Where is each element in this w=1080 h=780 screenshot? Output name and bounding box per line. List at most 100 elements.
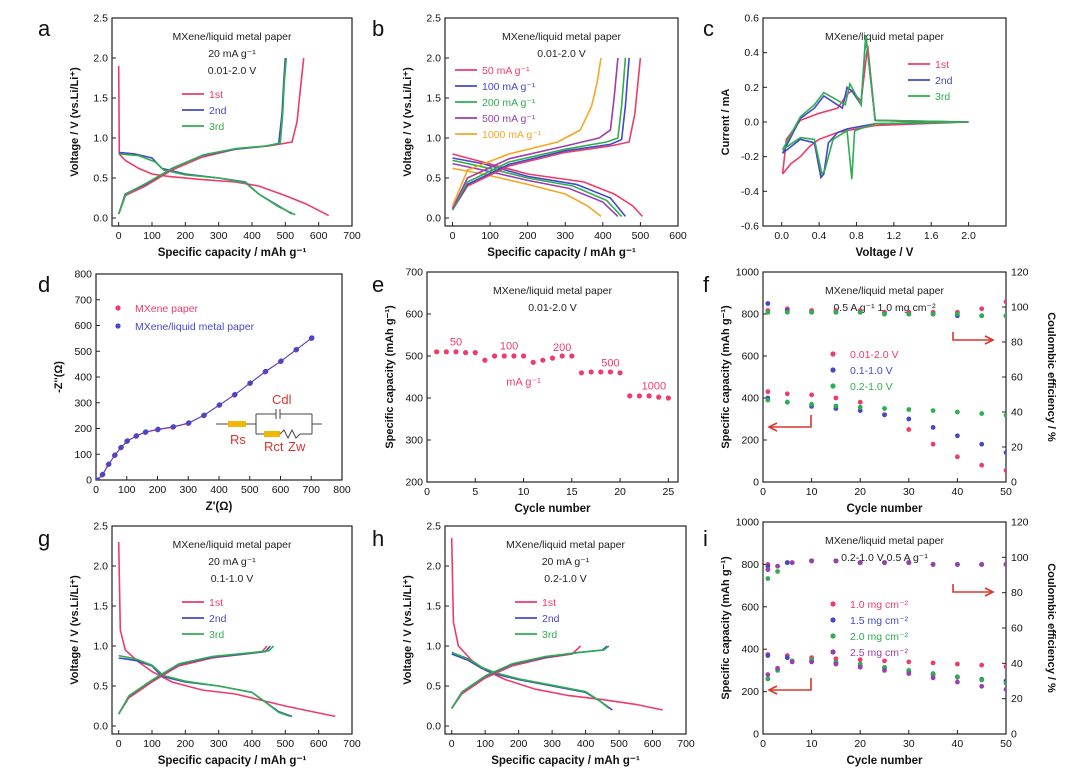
data-point bbox=[656, 394, 662, 400]
x-axis-label: Voltage / V bbox=[856, 247, 914, 259]
x-tick-label: 0 bbox=[449, 738, 455, 750]
data-point bbox=[607, 369, 614, 375]
panel-a: a 0 100 200 300 400 500 600 700 0.0 0.5 1.0 1.5 2.0 2.… bbox=[38, 13, 361, 260]
plot-area bbox=[450, 537, 663, 711]
x-tick-label: 0 bbox=[116, 738, 122, 750]
legend-label: 500 mA g⁻¹ bbox=[482, 113, 536, 125]
y-tick-label: 2.0 bbox=[93, 53, 108, 65]
y-tick-label: 1.0 bbox=[93, 133, 108, 145]
rate-label: mA g⁻¹ bbox=[506, 376, 541, 388]
y-axis-label: Voltage / V (vs.Li/Li⁺) bbox=[69, 575, 81, 685]
legend-label: 0.1-1.0 V bbox=[850, 365, 893, 377]
legend-label: 3rd bbox=[209, 629, 224, 641]
y-axis-label: Voltage / V (vs.Li/Li⁺) bbox=[69, 67, 81, 177]
data-point bbox=[930, 660, 936, 666]
data-point bbox=[809, 401, 814, 407]
data-point bbox=[598, 369, 604, 375]
x-tick-label: 100 bbox=[143, 738, 161, 750]
y2-tick-label: 100 bbox=[1011, 552, 1029, 564]
data-point-ce bbox=[765, 301, 771, 306]
y-tick-label: 300 bbox=[405, 435, 423, 447]
y-tick-label: 0 bbox=[753, 477, 759, 489]
annotation-text: MXene/liquid metal paper bbox=[502, 31, 622, 43]
panel-h: h 0 100 200 300 400 500 600 700 0.0 0.5 1.0 1.5 2.0 2.… bbox=[372, 521, 695, 768]
x-axis-label: Specific capacity / mAh g⁻¹ bbox=[487, 247, 636, 259]
data-point bbox=[979, 683, 985, 689]
series-line bbox=[117, 57, 287, 215]
equivalent-circuit: Rs Cdl Rct Zw bbox=[216, 392, 322, 454]
y-tick-label: 200 bbox=[405, 477, 423, 489]
y-tick-label: 600 bbox=[741, 351, 759, 363]
y-tick-label: 200 bbox=[741, 686, 759, 698]
resistor-rct bbox=[264, 431, 280, 437]
series-line bbox=[452, 153, 643, 217]
data-point bbox=[906, 659, 912, 665]
data-point bbox=[979, 411, 985, 416]
y-tick-label: -0.4 bbox=[741, 186, 759, 198]
y2-axis-label: Coulombic efficiency / % bbox=[1045, 312, 1057, 442]
y-tick-label: 400 bbox=[405, 393, 423, 405]
legend-swatch bbox=[830, 633, 836, 639]
panel-letter-f: f bbox=[703, 272, 710, 297]
data-point bbox=[559, 353, 565, 359]
legend-label: 1st bbox=[209, 89, 223, 101]
data-point bbox=[784, 655, 790, 661]
data-point-ce bbox=[775, 563, 780, 569]
annotation-text: 0.2-1.0 V bbox=[544, 573, 587, 585]
data-point bbox=[955, 679, 960, 685]
y-tick-label: 2.0 bbox=[93, 561, 108, 573]
data-point-ce bbox=[765, 309, 771, 315]
y2-tick-label: 120 bbox=[1011, 267, 1029, 279]
circuit-label: Rct bbox=[264, 439, 284, 454]
x-tick-label: 400 bbox=[210, 484, 228, 496]
data-point bbox=[501, 353, 507, 359]
arrow-head bbox=[984, 587, 995, 597]
series-line bbox=[118, 654, 291, 718]
data-point-ce bbox=[809, 309, 814, 315]
y2-tick-label: 60 bbox=[1011, 623, 1023, 635]
y-tick-label: 400 bbox=[741, 393, 759, 405]
data-point-ce bbox=[882, 311, 887, 317]
data-point bbox=[906, 427, 912, 432]
legend-label: 1st bbox=[542, 597, 556, 609]
y-tick-label: 1.0 bbox=[93, 641, 108, 653]
y-tick-label: 0.0 bbox=[93, 213, 108, 225]
series-line bbox=[781, 35, 969, 180]
annotation-text: 0.2-1.0 V 0.5 A g⁻¹ bbox=[841, 552, 928, 564]
legend-swatch bbox=[830, 601, 836, 607]
data-point-ce bbox=[765, 563, 771, 569]
data-point bbox=[1003, 680, 1006, 686]
y2-tick-label: 20 bbox=[1011, 693, 1023, 705]
x-tick-label: 0.4 bbox=[812, 230, 827, 242]
series-line bbox=[117, 57, 288, 215]
series-line bbox=[451, 57, 630, 211]
data-point bbox=[617, 370, 623, 376]
x-tick-label: 20 bbox=[854, 486, 866, 498]
x-axis-label: Specific capacity / mAh g⁻¹ bbox=[491, 755, 640, 767]
x-tick-label: 700 bbox=[302, 484, 320, 496]
data-point bbox=[453, 349, 459, 355]
panel-e: e 0 5 10 15 20 25 200 300 400 500 600 700 Cycle numbe… bbox=[372, 267, 679, 515]
panel-letter-c: c bbox=[703, 16, 714, 41]
x-tick-label: 25 bbox=[663, 486, 675, 498]
data-point-ce bbox=[857, 560, 863, 566]
data-point bbox=[665, 395, 671, 401]
y-tick-label: 1000 bbox=[736, 517, 760, 529]
annotation-text: 0.01-2.0 V bbox=[208, 65, 256, 77]
x-tick-label: 400 bbox=[594, 230, 612, 242]
annotation-text: MXene/liquid metal paper bbox=[825, 285, 945, 297]
data-point-ce bbox=[1003, 313, 1006, 319]
arrow-head bbox=[767, 685, 778, 695]
data-point bbox=[1003, 687, 1006, 692]
x-tick-label: 30 bbox=[903, 486, 915, 498]
data-point bbox=[765, 389, 771, 395]
panel-letter-e: e bbox=[372, 272, 384, 297]
legend-label: 0.2-1.0 V bbox=[850, 381, 893, 393]
legend-swatch bbox=[830, 649, 836, 655]
warburg bbox=[279, 428, 312, 440]
series-line bbox=[451, 57, 619, 209]
y-tick-label: 0 bbox=[753, 729, 759, 741]
data-point bbox=[930, 408, 936, 413]
x-tick-label: 0 bbox=[116, 230, 122, 242]
plot-area bbox=[434, 349, 671, 401]
